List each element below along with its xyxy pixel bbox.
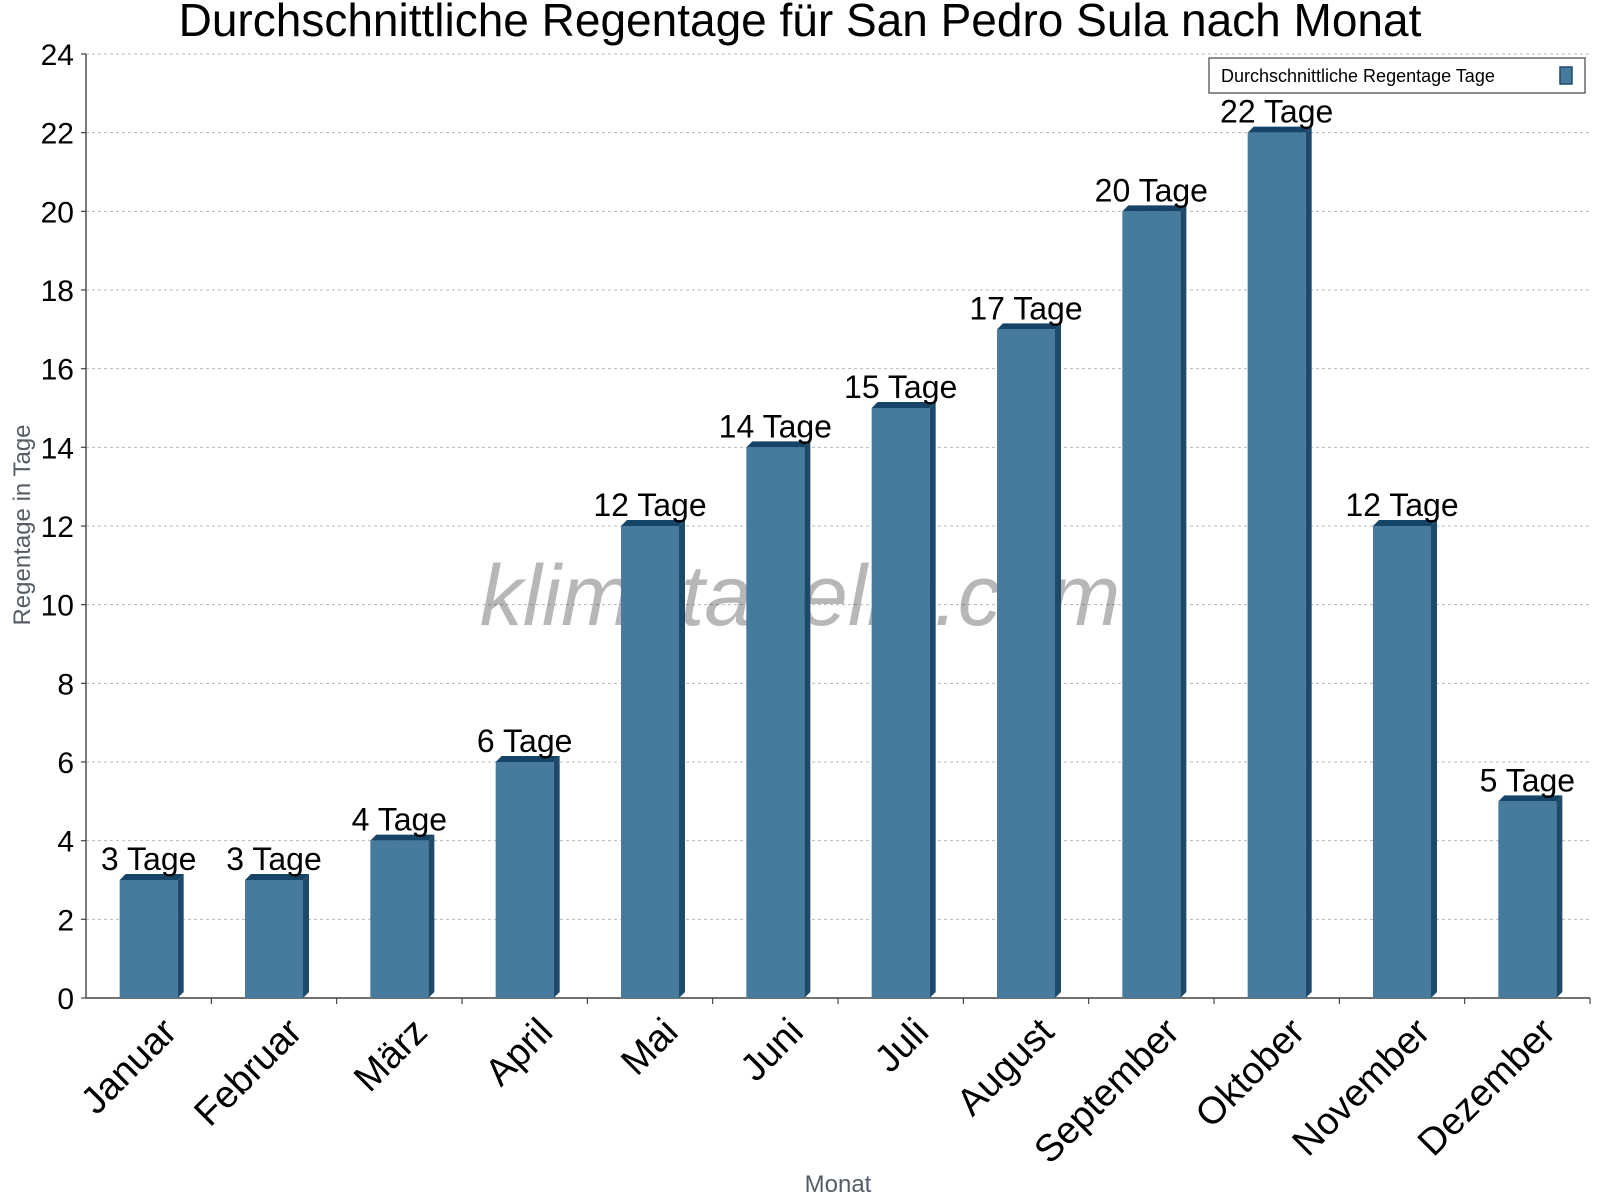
x-axis-ticks: Januar Februar März April Mai Juni Juli AugustS… [73,1010,1564,1171]
bar-front [1122,211,1181,999]
x-axis-label: Monat [805,1171,872,1198]
data-label: 3 Tage [101,841,197,877]
x-tick-label: Februar [187,1010,311,1134]
bar-top [495,756,560,762]
legend-swatch [1559,66,1573,85]
y-tick-label: 12 [41,511,74,544]
bar-front [1498,801,1557,998]
legend-entry-label: Durchschnittliche Regentage Tage [1221,66,1495,86]
bar [245,874,309,998]
x-tick-label: Mai [613,1011,686,1084]
x-tick-label: Dezember [1410,1010,1564,1164]
bar-side [1055,323,1061,998]
x-tick-label: März [346,1011,435,1100]
bar-front [746,447,805,998]
bar-top [119,874,184,880]
y-tick-label: 24 [41,39,74,72]
bars [119,126,1563,999]
x-tick-label: Oktober [1188,1010,1314,1136]
bar-front [1373,526,1431,998]
bar [871,402,936,998]
bar-top [1247,126,1312,133]
bar-side [1556,795,1563,998]
data-label: 20 Tage [1095,172,1208,208]
x-tick-label: August [949,1010,1063,1124]
bar-top [621,520,685,526]
chart-title: Durchschnittliche Regentage für San Pedr… [179,0,1422,46]
bar-front [621,526,679,998]
x-tick-label: Juli [867,1011,937,1081]
legend: Durchschnittliche Regentage Tage [1208,57,1586,94]
data-label: 14 Tage [719,408,832,444]
bar-front [370,840,429,998]
bar-side [428,834,435,998]
data-labels: 3 Tage 3 Tage 4 Tage 6 Tage 12 Tage 14 Tage 15… [101,94,1575,877]
bar-front [495,762,554,998]
legend-box [1208,57,1586,94]
bar-front [119,880,178,998]
y-tick-label: 2 [57,904,74,937]
data-label: 15 Tage [844,369,957,405]
data-label: 3 Tage [226,841,322,877]
bar-top [871,402,936,408]
bar [1498,795,1563,998]
data-label: 17 Tage [969,290,1082,326]
bar-front [1247,132,1306,998]
x-tick-label: Juni [733,1011,812,1090]
bar-side [929,402,936,998]
bar-side [177,874,184,998]
bar-top [1498,795,1563,802]
data-label: 12 Tage [593,487,706,523]
y-tick-label: 16 [41,354,74,387]
bar-side [553,756,560,998]
bar [746,441,811,998]
bar [997,323,1061,998]
x-tick-label: April [478,1011,561,1094]
y-tick-label: 8 [57,668,74,701]
bar [370,834,435,998]
bar [621,520,685,998]
bar-front [245,880,303,998]
bar-side [679,520,685,998]
bar-top [997,323,1061,330]
y-tick-label: 14 [41,432,74,465]
y-tick-label: 4 [57,826,74,859]
data-label: 6 Tage [477,723,573,759]
bar-side [1431,520,1437,998]
bar-side [804,441,811,998]
bar-front [871,408,930,998]
x-tick-label: Januar [73,1010,185,1122]
bar-side [1305,126,1312,998]
y-tick-label: 10 [41,590,74,623]
data-label: 22 Tage [1220,94,1333,130]
bar-top [245,874,309,880]
y-tick-label: 0 [57,983,74,1016]
bar-side [1180,205,1187,999]
data-label: 5 Tage [1480,762,1576,798]
bar [1122,205,1187,999]
y-tick-label: 20 [41,196,74,229]
y-tick-label: 22 [41,118,74,151]
bar [1373,520,1437,998]
bar-front [997,329,1055,998]
grid-lines [86,53,1590,920]
bar-side [303,874,309,998]
bar [495,756,560,998]
bar [119,874,184,998]
y-tick-label: 18 [41,275,74,308]
y-axis-label: Regentage in Tage [9,424,36,625]
y-tick-label: 6 [57,747,74,780]
bar [1247,126,1312,998]
bar-top [1373,520,1437,526]
data-label: 4 Tage [352,802,448,838]
bar-top [370,834,435,841]
data-label: 12 Tage [1345,487,1458,523]
bar-top [746,441,811,448]
bar-top [1122,205,1187,212]
